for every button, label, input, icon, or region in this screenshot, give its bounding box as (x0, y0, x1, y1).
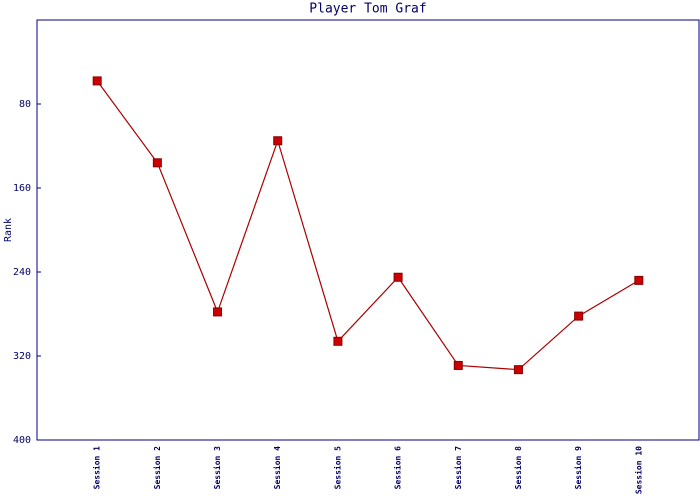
y-tick-label: 160 (13, 183, 31, 194)
series-line (96, 80, 640, 371)
x-tick-label: Session 10 (633, 446, 643, 494)
y-tick-label: 400 (13, 435, 31, 446)
point-marker (634, 275, 644, 285)
x-tick-label: Session 6 (393, 446, 403, 490)
point-marker (273, 136, 283, 146)
y-tick-label: 320 (13, 351, 31, 362)
point-marker (453, 360, 463, 370)
y-axis-label: Rank (3, 218, 14, 242)
x-tick-label: Session 3 (212, 446, 222, 490)
x-tick-label: Session 2 (152, 446, 162, 490)
x-tick-label: Session 7 (453, 446, 463, 490)
x-tick-label: Session 1 (92, 446, 102, 490)
plot-frame (36, 19, 700, 441)
point-marker (393, 272, 403, 282)
x-tick-label: Session 5 (332, 446, 342, 490)
point-marker (213, 307, 223, 317)
y-tick-label: 240 (13, 267, 31, 278)
x-tick-label: Session 4 (272, 446, 282, 490)
point-marker (333, 336, 343, 346)
point-marker (513, 365, 523, 375)
x-tick-label: Session 8 (513, 446, 523, 490)
x-tick-label: Session 9 (573, 446, 583, 490)
point-marker (574, 311, 584, 321)
point-marker (92, 76, 102, 86)
y-tick-label: 80 (19, 99, 31, 110)
point-marker (152, 158, 162, 168)
chart-title: Player Tom Graf (309, 2, 426, 17)
